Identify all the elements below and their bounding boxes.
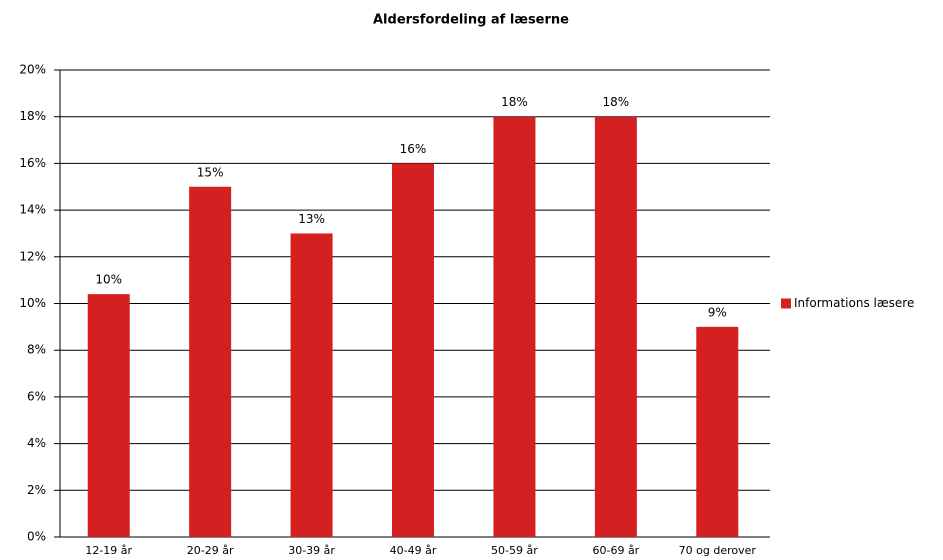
x-tick-label: 20-29 år: [187, 544, 234, 557]
x-tick-label: 40-49 år: [390, 544, 437, 557]
y-tick-label: 20%: [19, 63, 46, 77]
bar: [696, 326, 739, 537]
bar: [392, 163, 434, 537]
bar: [594, 116, 637, 537]
bar: [290, 233, 333, 537]
x-tick-label: 12-19 år: [85, 544, 132, 557]
data-label: 15%: [197, 165, 224, 179]
chart-title: Aldersfordeling af læserne: [373, 13, 569, 28]
x-tick-label: 50-59 år: [491, 544, 538, 557]
data-label: 18%: [603, 95, 630, 109]
data-label: 10%: [95, 273, 122, 287]
bar: [189, 186, 232, 537]
y-tick-label: 4%: [27, 436, 46, 450]
data-label: 13%: [298, 212, 325, 226]
y-tick-label: 6%: [27, 389, 46, 403]
data-label: 16%: [400, 142, 427, 156]
data-label: 9%: [708, 305, 727, 319]
x-tick-label: 30-39 år: [288, 544, 335, 557]
legend-label: Informations læsere: [794, 296, 914, 310]
y-tick-label: 16%: [19, 156, 46, 170]
x-tick-label: 70 og derover: [679, 544, 757, 557]
y-tick-label: 8%: [27, 343, 46, 357]
y-tick-label: 18%: [19, 109, 46, 123]
y-tick-label: 14%: [19, 203, 46, 217]
bar: [493, 116, 536, 537]
y-tick-label: 0%: [27, 530, 46, 544]
legend-swatch: [781, 298, 791, 309]
y-tick-label: 12%: [19, 249, 46, 263]
y-tick-label: 2%: [27, 483, 46, 497]
y-tick-label: 10%: [19, 296, 46, 310]
data-label: 18%: [501, 95, 528, 109]
x-tick-label: 60-69 år: [592, 544, 639, 557]
bar: [87, 294, 130, 537]
